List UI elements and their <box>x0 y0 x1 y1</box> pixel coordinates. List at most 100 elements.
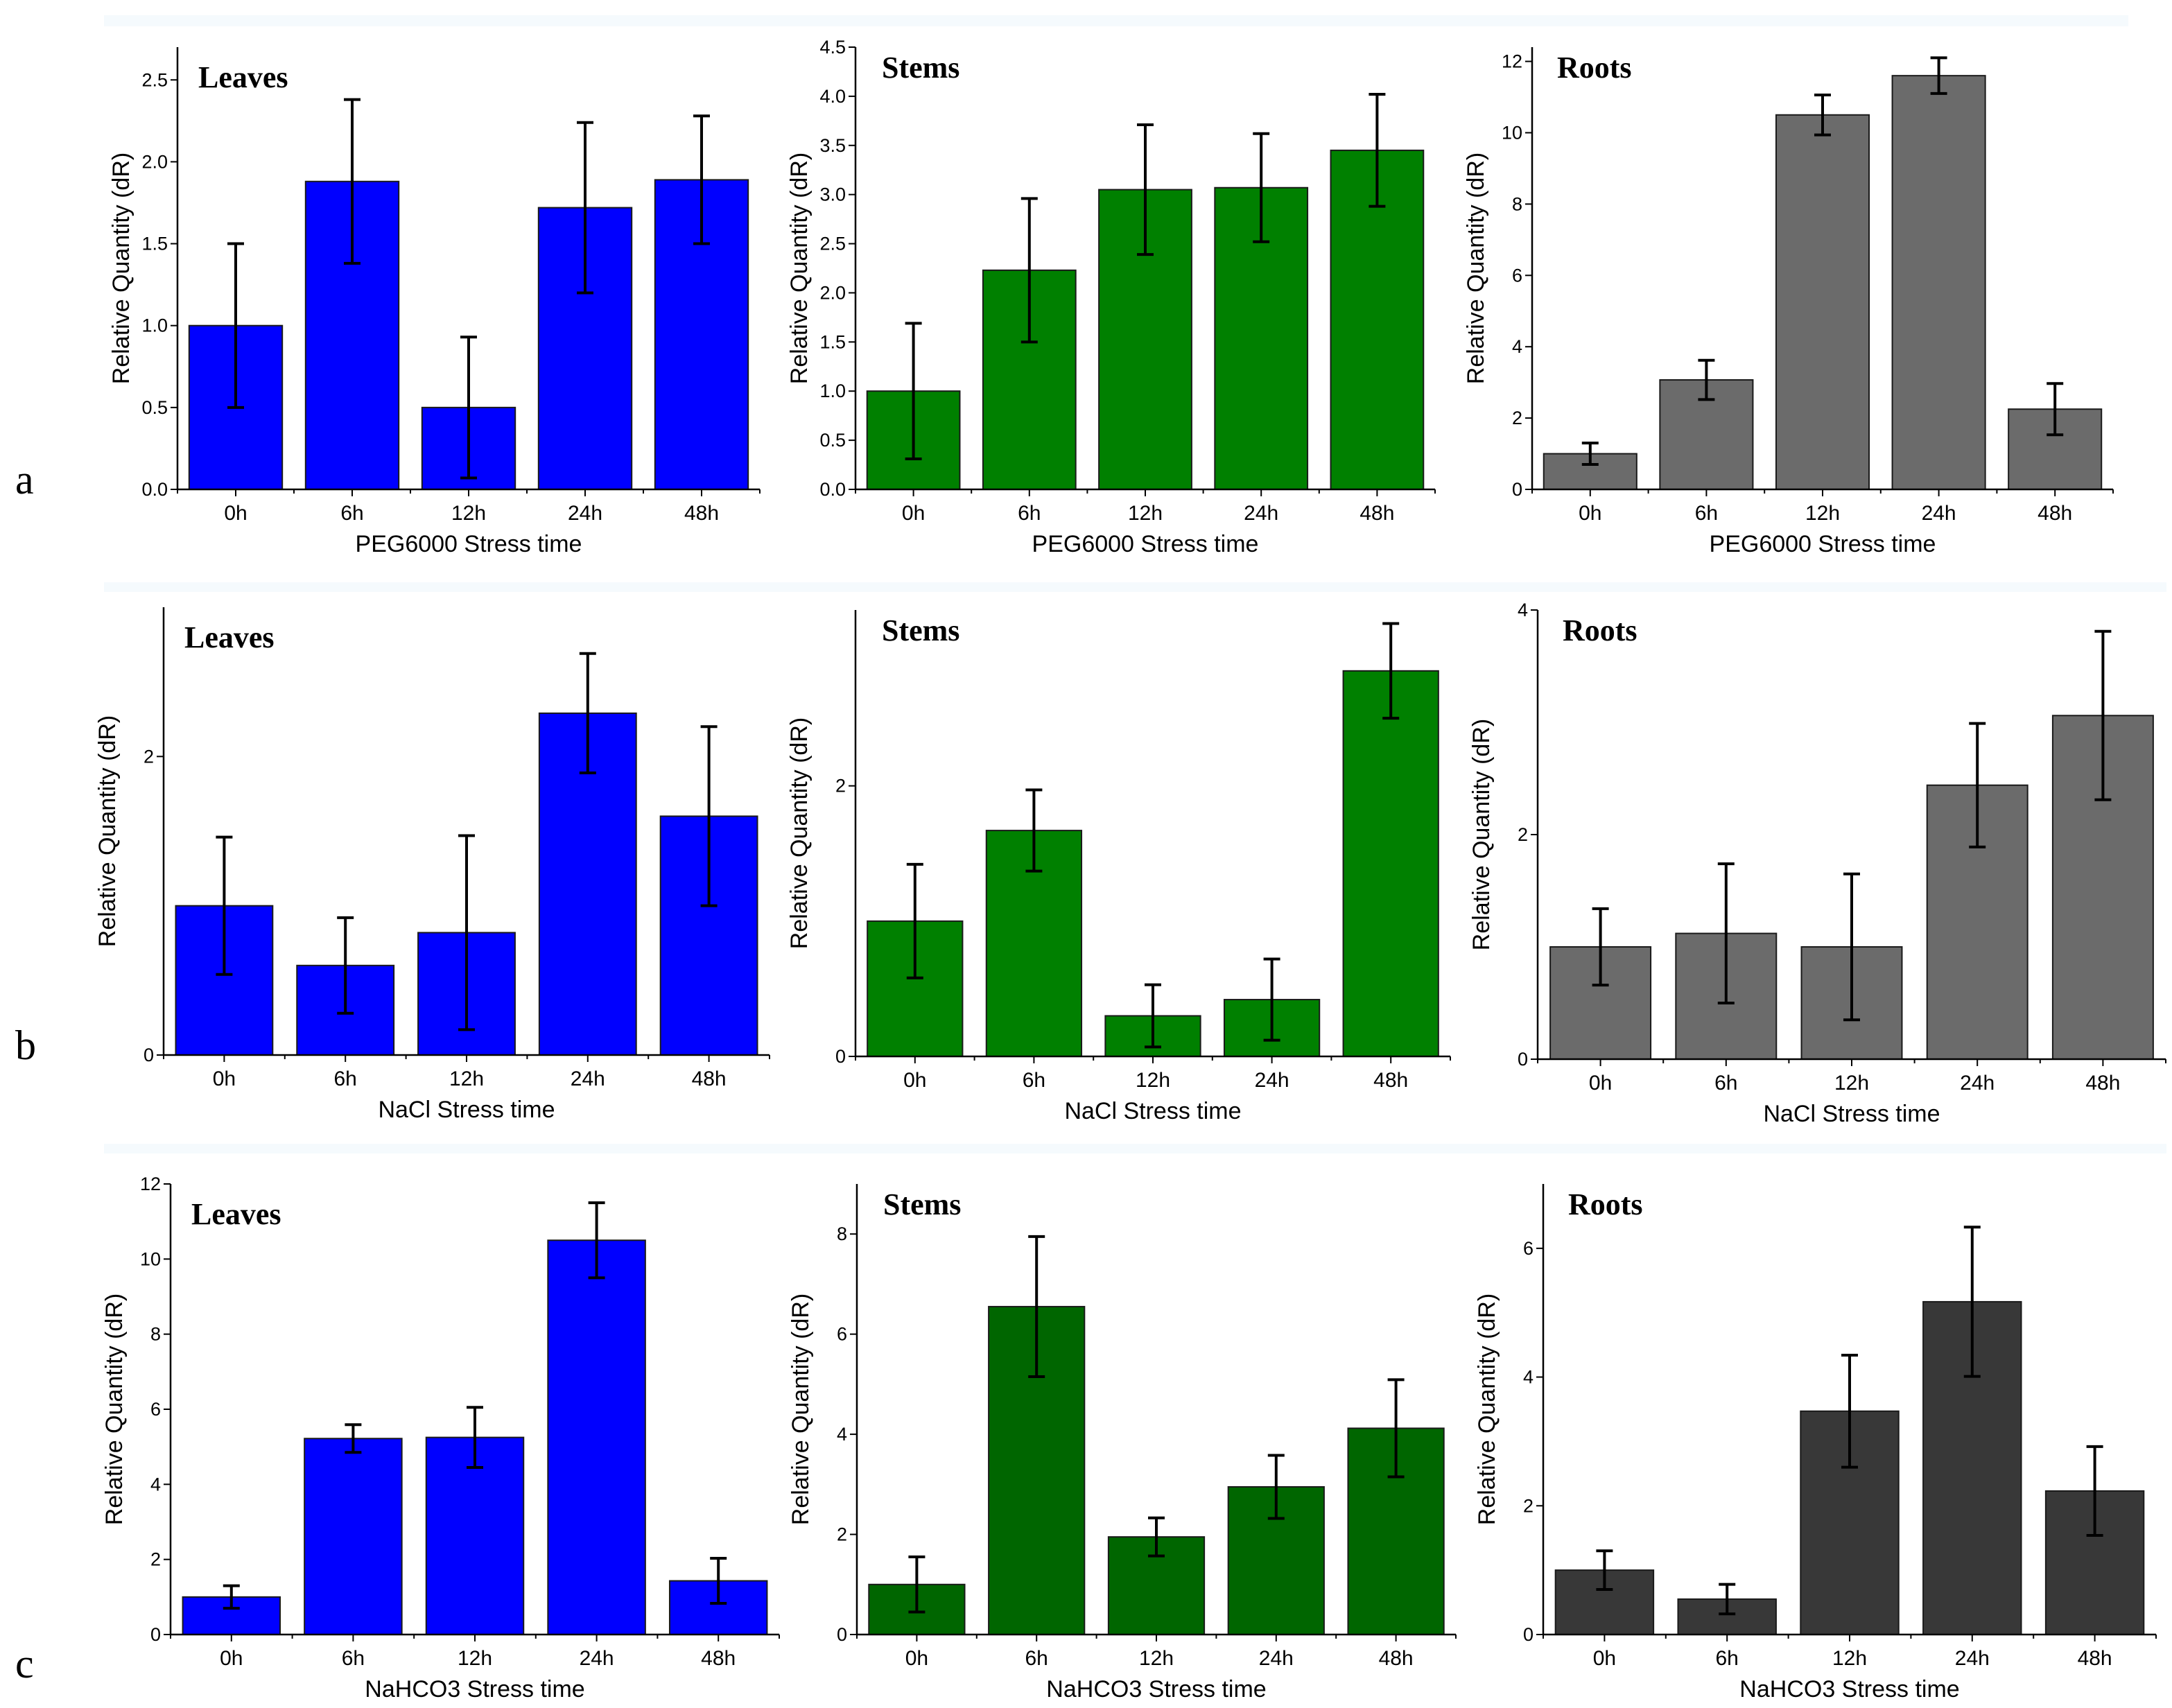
y-tick-label: 6 <box>1512 265 1522 286</box>
x-axis-label: NaHCO3 Stress time <box>1046 1676 1266 1702</box>
panel-c-stems: 0h 6h 12h 24h 48h 0 2 4 6 8 Stems NaHCO3 Stress tim… <box>788 1184 1457 1702</box>
panel-a-roots: 0h 6h 12h 24h 48h 0 2 4 6 8 10 12 Roots PEG6000 Stres… <box>1463 47 2114 557</box>
panel-title: Roots <box>1568 1187 1643 1221</box>
x-tick-label: 6h <box>1695 502 1718 525</box>
y-tick-label: 2 <box>150 1549 161 1570</box>
y-axis-label: Relative Quantity (dR) <box>101 1293 128 1525</box>
x-tick-label: 24h <box>1255 1069 1289 1092</box>
panel-b-leaves: 0h 6h 12h 24h 48h 0 2 Leaves NaCl Stress time Rel… <box>94 607 770 1123</box>
x-tick-label: 48h <box>2085 1072 2120 1095</box>
x-tick-label: 24h <box>1922 502 1956 525</box>
x-tick-label: 6h <box>342 1647 365 1670</box>
x-tick-label: 48h <box>692 1068 727 1090</box>
y-tick-label: 2.5 <box>819 234 846 254</box>
y-axis-label: Relative Quantity (dR) <box>1463 152 1489 384</box>
y-tick-label: 8 <box>1512 193 1522 214</box>
y-tick-label: 2.0 <box>819 282 846 303</box>
y-tick-label: 2 <box>1512 408 1522 428</box>
x-tick-label: 0h <box>1589 1072 1612 1095</box>
y-tick-label: 1.0 <box>819 381 846 401</box>
x-tick-label: 12h <box>449 1068 484 1090</box>
row-c-strip <box>104 1144 2166 1153</box>
y-axis-label: Relative Quantity (dR) <box>108 152 134 384</box>
panel-title: Leaves <box>191 1197 281 1231</box>
x-tick-label: 48h <box>701 1647 736 1670</box>
y-tick-label: 4.5 <box>819 37 846 58</box>
x-tick-label: 12h <box>1832 1647 1867 1670</box>
panel-title: Roots <box>1557 51 1632 85</box>
bar <box>304 1438 403 1635</box>
x-axis-label: NaCl Stress time <box>378 1097 555 1123</box>
bar <box>1342 670 1439 1057</box>
panel-title: Roots <box>1563 613 1637 647</box>
panel-title: Leaves <box>184 620 275 654</box>
y-tick-label: 0 <box>837 1624 847 1645</box>
x-tick-label: 12h <box>451 502 486 525</box>
panel-title: Leaves <box>198 60 288 94</box>
y-tick-label: 0 <box>1518 1049 1528 1070</box>
x-axis-label: PEG6000 Stress time <box>356 531 582 557</box>
x-tick-label: 24h <box>1955 1647 1990 1670</box>
x-tick-label: 6h <box>340 502 363 525</box>
x-tick-label: 24h <box>1259 1647 1294 1670</box>
y-tick-label: 6 <box>1523 1238 1534 1259</box>
x-tick-label: 6h <box>1716 1647 1739 1670</box>
y-tick-label: 1.5 <box>819 331 846 352</box>
charts-layer: 0h 6h 12h 24h 48h 0.0 0.5 1.0 1.5 2.0 2.5 Leaves PEG… <box>94 37 2166 1702</box>
panel-title: Stems <box>882 51 959 85</box>
x-tick-label: 6h <box>1714 1072 1737 1095</box>
x-tick-label: 48h <box>1359 502 1394 525</box>
x-axis-label: NaCl Stress time <box>1064 1098 1241 1124</box>
top-strip <box>104 15 2128 26</box>
y-tick-label: 4.0 <box>819 86 846 107</box>
y-tick-label: 2 <box>1523 1495 1534 1516</box>
y-axis-label: Relative Quantity (dR) <box>786 152 813 384</box>
panel-b-roots: 0h 6h 12h 24h 48h 0 2 4 Roots NaCl Stress time Rel… <box>1468 600 2166 1127</box>
y-tick-label: 6 <box>837 1324 847 1345</box>
panel-c-roots: 0h 6h 12h 24h 48h 0 2 4 6 Roots NaHCO3 Stress time… <box>1474 1184 2157 1702</box>
x-tick-label: 12h <box>1805 502 1840 525</box>
y-tick-label: 2.5 <box>141 69 168 90</box>
x-tick-label: 0h <box>220 1647 243 1670</box>
y-tick-label: 6 <box>150 1399 161 1420</box>
y-tick-label: 8 <box>837 1223 847 1244</box>
y-tick-label: 12 <box>1502 51 1522 72</box>
panel-a-stems: 0h 6h 12h 24h 48h 0.0 0.5 1.0 1.5 2.0 2.5 3.0 3.5 4.0… <box>786 37 1436 557</box>
row-label-c: c <box>15 1641 34 1687</box>
x-tick-label: 0h <box>905 1647 928 1670</box>
x-tick-label: 0h <box>1579 502 1601 525</box>
y-axis-label: Relative Quantity (dR) <box>1474 1293 1500 1525</box>
y-tick-label: 10 <box>140 1248 161 1269</box>
x-tick-label: 6h <box>1025 1647 1048 1670</box>
x-tick-label: 48h <box>2078 1647 2112 1670</box>
x-tick-label: 48h <box>684 502 719 525</box>
bar <box>1891 75 1986 490</box>
x-tick-label: 12h <box>458 1647 492 1670</box>
x-tick-label: 12h <box>1128 502 1163 525</box>
panel-c-leaves: 0h 6h 12h 24h 48h 0 2 4 6 8 10 12 Leaves NaHCO3 Stres… <box>101 1174 780 1702</box>
x-axis-label: NaHCO3 Stress time <box>365 1676 584 1702</box>
x-axis-label: NaCl Stress time <box>1763 1101 1940 1127</box>
bar <box>1775 114 1870 491</box>
y-tick-label: 0 <box>144 1045 154 1065</box>
bar <box>547 1239 646 1635</box>
row-b-strip <box>104 582 2166 592</box>
x-tick-label: 24h <box>580 1647 614 1670</box>
y-tick-label: 0 <box>1512 479 1522 500</box>
x-tick-label: 24h <box>571 1068 605 1090</box>
panel-b-stems: 0h 6h 12h 24h 48h 0 2 Stems NaCl Stress time Rela… <box>786 610 1451 1124</box>
panel-a-leaves: 0h 6h 12h 24h 48h 0.0 0.5 1.0 1.5 2.0 2.5 Leaves PEG… <box>108 47 761 557</box>
y-tick-label: 2 <box>144 746 154 767</box>
y-tick-label: 4 <box>1518 600 1528 620</box>
x-tick-label: 0h <box>1593 1647 1616 1670</box>
x-tick-label: 12h <box>1834 1072 1869 1095</box>
y-tick-label: 4 <box>837 1424 847 1445</box>
y-tick-label: 3.5 <box>819 135 846 156</box>
x-tick-label: 0h <box>902 502 925 525</box>
x-tick-label: 24h <box>1244 502 1278 525</box>
y-tick-label: 0 <box>150 1624 161 1645</box>
x-tick-label: 24h <box>1960 1072 1995 1095</box>
x-tick-label: 12h <box>1139 1647 1174 1670</box>
x-tick-label: 12h <box>1136 1069 1170 1092</box>
